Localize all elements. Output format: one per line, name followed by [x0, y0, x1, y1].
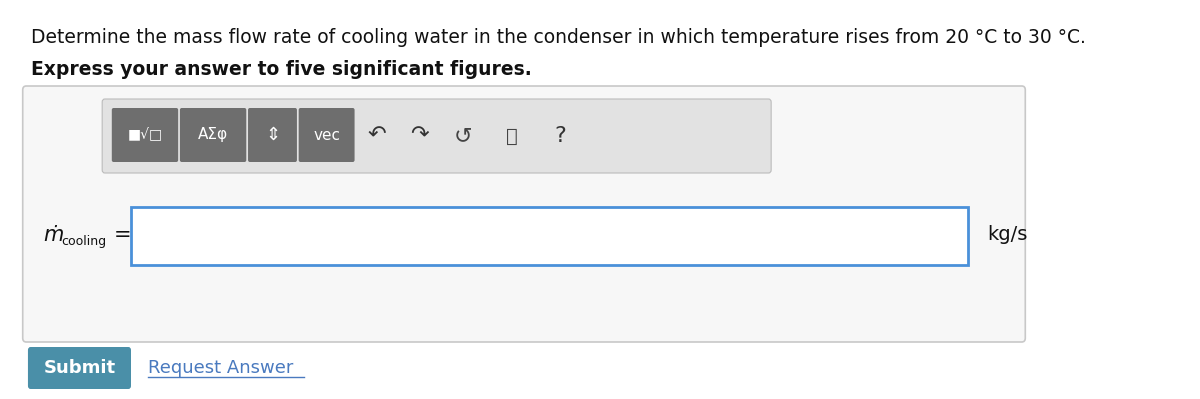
- FancyBboxPatch shape: [299, 108, 354, 162]
- Text: kg/s: kg/s: [986, 225, 1027, 245]
- Text: ?: ?: [554, 126, 566, 146]
- Text: AΣφ: AΣφ: [198, 128, 228, 142]
- Text: ↺: ↺: [454, 126, 472, 146]
- FancyBboxPatch shape: [180, 108, 246, 162]
- Text: Express your answer to five significant figures.: Express your answer to five significant …: [30, 60, 532, 79]
- FancyBboxPatch shape: [23, 86, 1025, 342]
- FancyBboxPatch shape: [112, 108, 178, 162]
- Text: vec: vec: [313, 128, 340, 142]
- FancyBboxPatch shape: [102, 99, 772, 173]
- Text: Request Answer: Request Answer: [149, 359, 294, 377]
- Text: Determine the mass flow rate of cooling water in the condenser in which temperat: Determine the mass flow rate of cooling …: [30, 28, 1086, 47]
- Text: ↷: ↷: [410, 126, 428, 146]
- FancyBboxPatch shape: [248, 108, 296, 162]
- Text: cooling: cooling: [61, 235, 107, 247]
- FancyBboxPatch shape: [131, 207, 967, 265]
- Text: Submit: Submit: [43, 359, 115, 377]
- Text: ṁ: ṁ: [43, 225, 64, 245]
- Text: ⌹: ⌹: [506, 126, 517, 146]
- Text: ■√□: ■√□: [127, 128, 162, 142]
- Text: ↶: ↶: [368, 126, 386, 146]
- Text: ⇕: ⇕: [265, 126, 280, 144]
- Text: =: =: [114, 225, 131, 245]
- FancyBboxPatch shape: [28, 347, 131, 389]
